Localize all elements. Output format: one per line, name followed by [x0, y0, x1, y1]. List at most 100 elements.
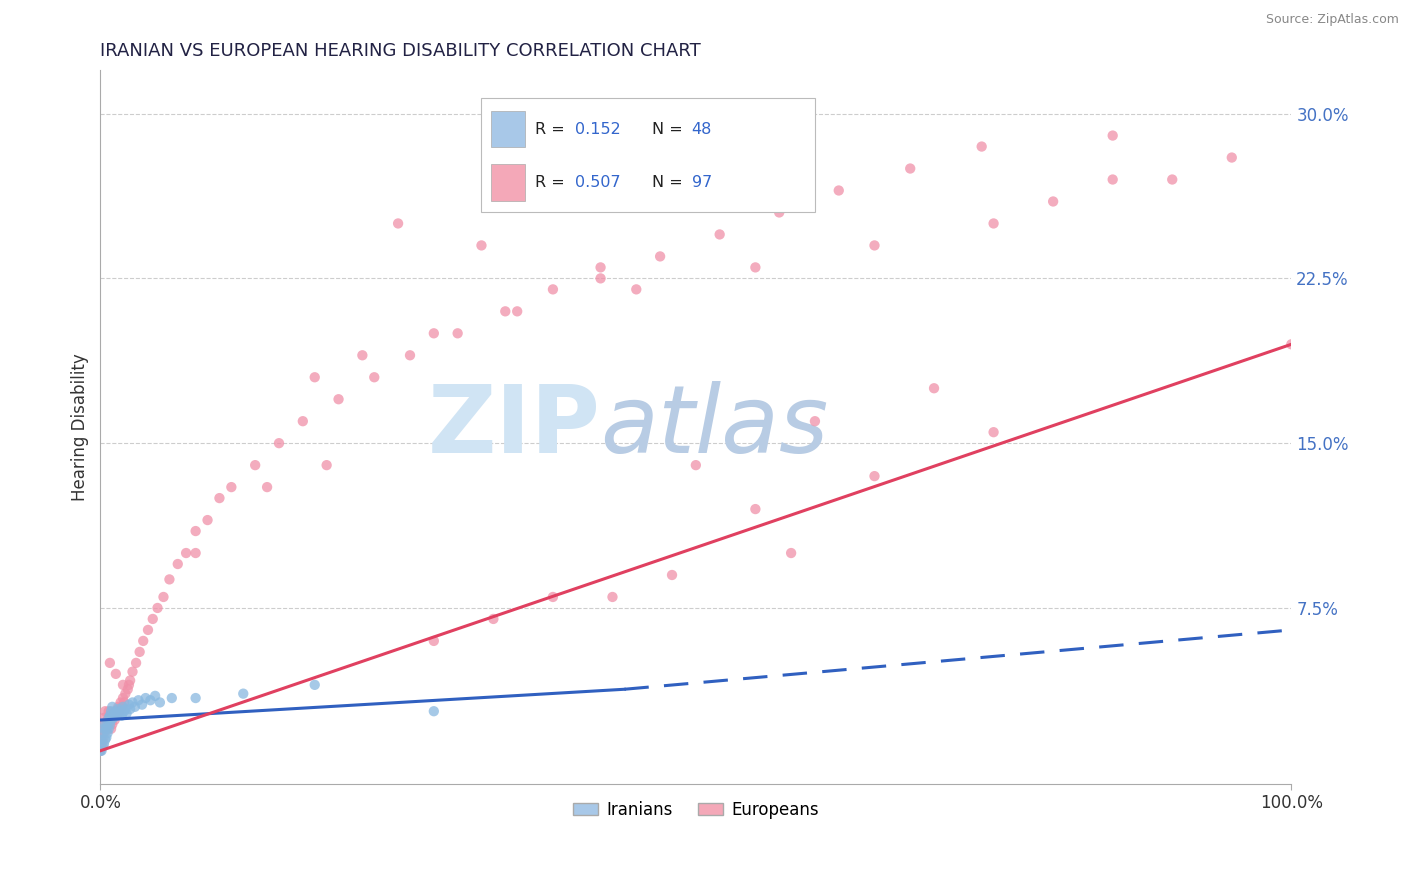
Point: [1279, 337, 1302, 351]
Point: [111, 691, 134, 706]
Point: [128, 645, 150, 659]
Point: [328, 392, 350, 407]
Point: [256, 480, 278, 494]
Point: [120, 702, 142, 716]
Point: [146, 601, 169, 615]
Point: [96, 717, 118, 731]
Point: [423, 634, 446, 648]
Point: [149, 695, 172, 709]
Point: [96, 722, 118, 736]
Point: [105, 708, 128, 723]
Point: [118, 698, 141, 712]
Point: [898, 161, 921, 176]
Point: [744, 502, 766, 516]
Point: [89, 744, 111, 758]
Point: [90, 744, 112, 758]
Point: [922, 381, 945, 395]
Point: [98, 656, 121, 670]
Point: [166, 557, 188, 571]
Point: [105, 708, 128, 723]
Point: [602, 590, 624, 604]
Point: [143, 689, 166, 703]
Point: [159, 573, 181, 587]
Point: [96, 726, 118, 740]
Point: [352, 348, 374, 362]
Point: [91, 732, 114, 747]
Point: [709, 227, 731, 242]
Point: [685, 458, 707, 472]
Point: [197, 513, 219, 527]
Point: [541, 282, 564, 296]
Point: [423, 704, 446, 718]
Point: [135, 691, 157, 706]
Point: [208, 491, 231, 505]
Point: [96, 722, 118, 736]
Point: [120, 673, 142, 688]
Point: [111, 699, 134, 714]
Point: [111, 699, 134, 714]
Point: [315, 458, 337, 472]
Point: [804, 414, 827, 428]
Point: [103, 711, 125, 725]
Point: [108, 704, 131, 718]
Point: [115, 706, 138, 721]
Point: [104, 666, 127, 681]
Point: [1161, 172, 1184, 186]
Point: [94, 704, 117, 718]
Point: [121, 695, 143, 709]
Point: [127, 693, 149, 707]
Point: [96, 717, 118, 731]
Point: [94, 732, 117, 747]
Point: [93, 722, 115, 736]
Point: [97, 704, 120, 718]
Point: [1220, 151, 1243, 165]
Point: [221, 480, 243, 494]
Point: [125, 656, 148, 670]
Point: [97, 722, 120, 736]
Point: [107, 702, 129, 716]
Point: [104, 706, 127, 721]
Point: [142, 612, 165, 626]
Point: [112, 704, 135, 718]
Point: [589, 271, 612, 285]
Point: [541, 590, 564, 604]
Point: [97, 717, 120, 731]
Point: [104, 704, 127, 718]
Point: [96, 713, 118, 727]
Point: [100, 713, 122, 727]
Point: [98, 717, 121, 731]
Point: [291, 414, 314, 428]
Point: [91, 739, 114, 754]
Point: [744, 260, 766, 275]
Point: [1042, 194, 1064, 209]
Point: [661, 568, 683, 582]
Point: [132, 634, 155, 648]
Point: [118, 678, 141, 692]
Point: [970, 139, 993, 153]
Point: [184, 546, 207, 560]
Point: [136, 623, 159, 637]
Point: [104, 704, 127, 718]
Point: [863, 238, 886, 252]
Point: [267, 436, 290, 450]
Point: [97, 711, 120, 725]
Point: [107, 699, 129, 714]
Point: [648, 249, 671, 263]
Point: [184, 524, 207, 538]
Point: [506, 304, 529, 318]
Point: [90, 732, 112, 747]
Point: [470, 238, 492, 252]
Point: [91, 726, 114, 740]
Point: [100, 704, 122, 718]
Point: [121, 665, 143, 679]
Point: [446, 326, 468, 341]
Point: [104, 713, 127, 727]
Point: [90, 739, 112, 754]
Point: [232, 687, 254, 701]
Point: [152, 590, 174, 604]
Point: [828, 184, 851, 198]
Point: [114, 687, 136, 701]
Point: [363, 370, 385, 384]
Point: [117, 682, 139, 697]
Point: [589, 260, 612, 275]
